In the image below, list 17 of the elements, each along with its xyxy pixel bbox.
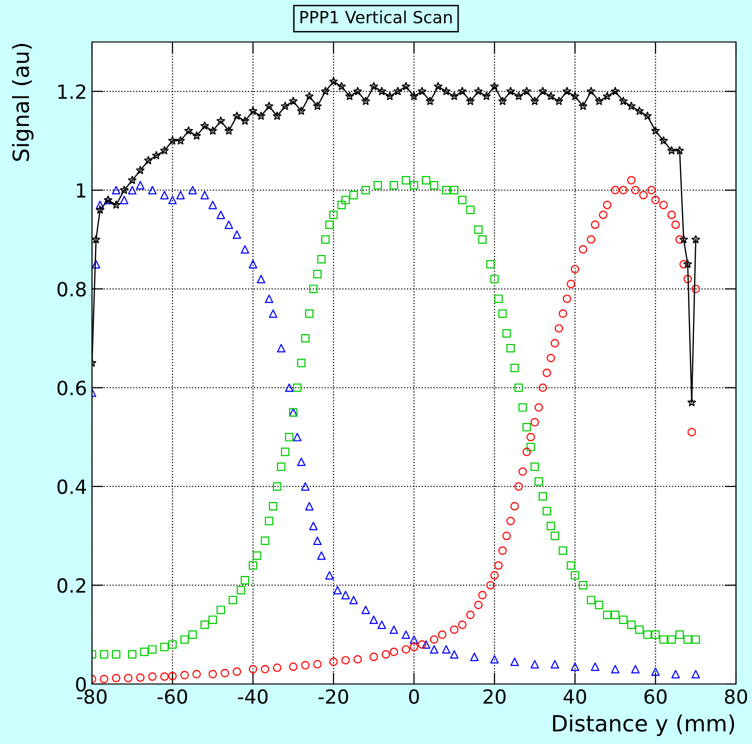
x-tick-label: 20: [484, 689, 506, 704]
x-tick-label: 80: [724, 689, 748, 704]
x-tick-label: -60: [158, 689, 188, 704]
x-axis-title: Distance y (mm): [553, 714, 734, 736]
y-axis-title: Signal (au): [12, 44, 34, 161]
x-tick-label: 40: [564, 689, 586, 704]
y-tick-label: 0.6: [58, 380, 86, 396]
chart-title: PPP1 Vertical Scan: [300, 10, 452, 24]
y-tick-label: 0.4: [58, 479, 86, 494]
y-tick-label: 0.8: [58, 282, 86, 297]
x-tick-label: 0: [409, 689, 419, 704]
x-tick-label: -20: [318, 689, 348, 704]
y-tick-label: 1.2: [58, 84, 86, 99]
x-tick-label: 60: [644, 689, 667, 704]
y-tick-label: 1: [76, 183, 86, 198]
x-tick-label: -40: [238, 689, 268, 704]
y-tick-label: 0.2: [58, 578, 86, 593]
